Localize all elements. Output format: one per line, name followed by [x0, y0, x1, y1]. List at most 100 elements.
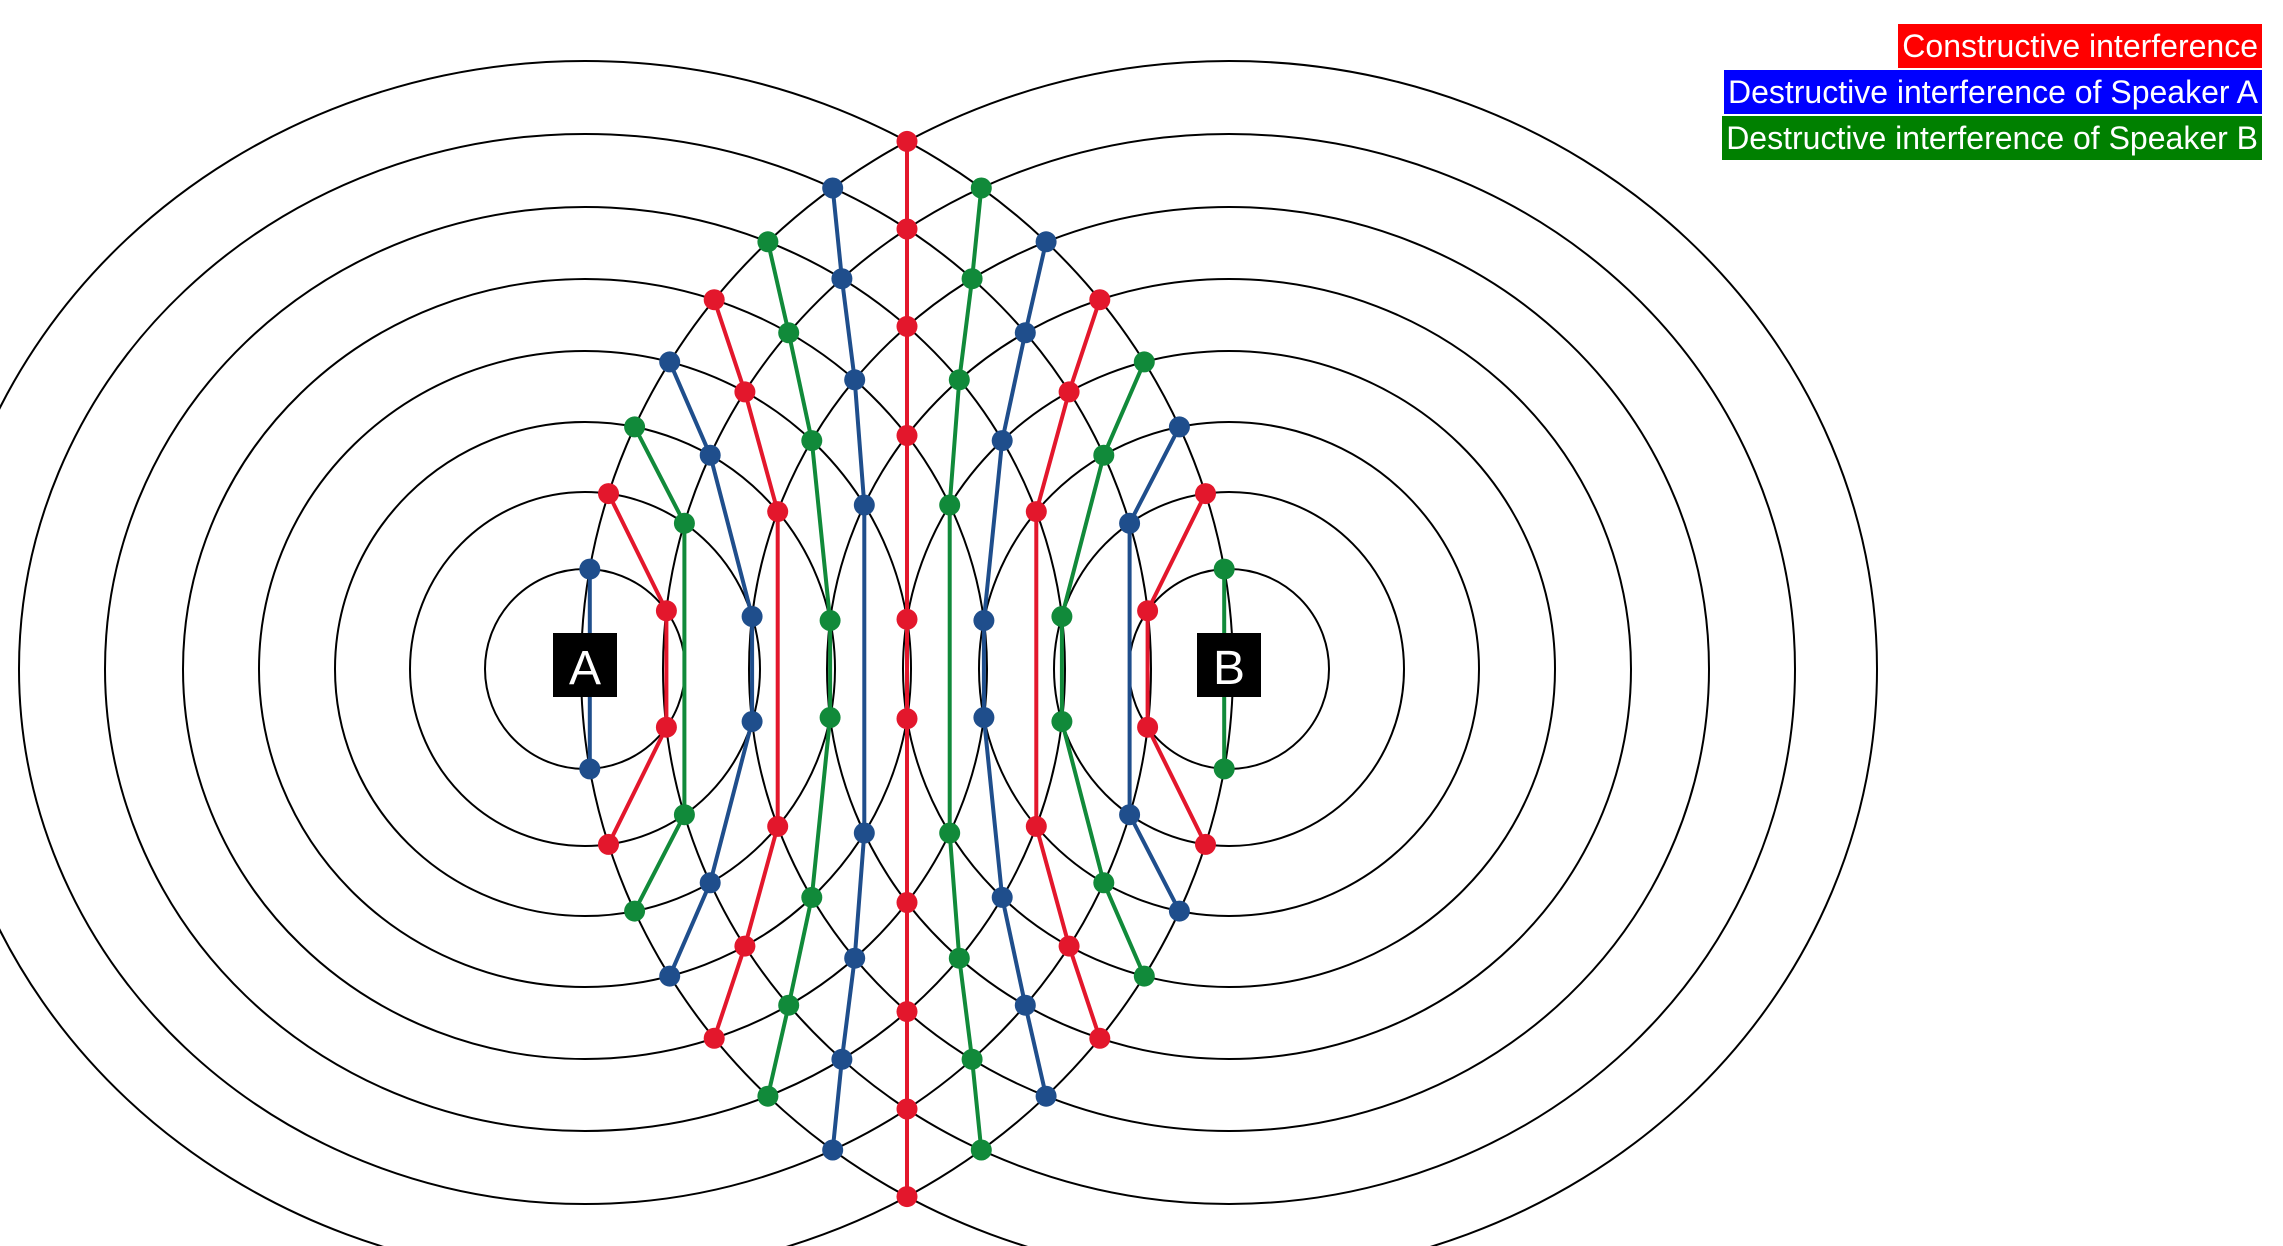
intersection-dot	[579, 758, 601, 780]
intersection-dot	[1051, 711, 1073, 732]
intersection-dot	[741, 711, 763, 732]
intersection-dot	[1168, 900, 1190, 922]
interference-lines	[587, 141, 1227, 1197]
intersection-dot	[961, 268, 983, 290]
intersection-dot	[991, 430, 1013, 452]
intersection-dot	[896, 1186, 918, 1208]
intersection-dot	[598, 833, 619, 855]
wavefront-b-3	[978, 421, 1480, 917]
intersection-dot	[624, 416, 646, 438]
interference-dots	[579, 130, 1235, 1208]
intersection-dot	[1137, 716, 1159, 738]
wavefront-b-5	[826, 278, 1632, 1060]
interference-curve-9	[830, 187, 867, 1151]
intersection-dot	[1014, 322, 1036, 344]
interference-curve-4	[1059, 361, 1147, 977]
intersection-dot	[896, 218, 918, 240]
intersection-dot	[741, 606, 763, 627]
intersection-dot	[844, 947, 866, 969]
intersection-dot	[801, 886, 823, 908]
intersection-dot	[1119, 804, 1141, 826]
intersection-dot	[801, 430, 823, 452]
legend: Constructive interference Destructive in…	[1682, 24, 2262, 162]
intersection-dot	[598, 483, 619, 505]
speaker-b-label: B	[1213, 642, 1245, 695]
intersection-dot	[673, 804, 695, 826]
intersection-dot	[822, 1139, 844, 1161]
intersection-dot	[1195, 483, 1216, 505]
interference-curve-13	[632, 425, 687, 913]
intersection-dot	[1089, 1027, 1111, 1049]
intersection-dot	[1213, 758, 1235, 780]
interference-curve-14	[606, 492, 669, 846]
intersection-dot	[659, 965, 681, 987]
intersection-dot	[734, 381, 756, 403]
interference-curve-10	[765, 241, 833, 1097]
intersection-dot	[624, 900, 646, 922]
intersection-dot	[1058, 381, 1080, 403]
intersection-dot	[1133, 965, 1155, 987]
intersection-dot	[699, 872, 721, 894]
intersection-dot	[896, 425, 918, 446]
speaker-b-box	[1197, 633, 1261, 697]
intersection-dot	[1014, 994, 1036, 1016]
intersection-dot	[1093, 444, 1115, 466]
speaker-a: A	[553, 633, 617, 697]
legend-item-destructive-a: Destructive interference of Speaker A	[1682, 70, 2262, 114]
intersection-dot	[1058, 935, 1080, 957]
interference-curve-12	[667, 361, 755, 977]
intersection-dot	[1035, 1085, 1057, 1107]
interference-curve-5	[1034, 299, 1102, 1039]
interference-curve-6	[981, 241, 1049, 1097]
intersection-dot	[673, 512, 695, 534]
intersection-dot	[853, 494, 875, 516]
intersection-dot	[778, 322, 800, 344]
interference-curve-7	[947, 187, 984, 1151]
intersection-dot	[896, 892, 918, 913]
legend-item-destructive-b: Destructive interference of Speaker B	[1682, 116, 2262, 160]
intersection-dot	[939, 494, 961, 516]
speaker-a-box	[553, 633, 617, 697]
intersection-dot	[1137, 600, 1159, 622]
intersection-dot	[1025, 815, 1047, 837]
intersection-dot	[948, 369, 970, 391]
legend-label-constructive: Constructive interference	[1898, 24, 2262, 68]
intersection-dot	[896, 315, 918, 337]
interference-curve-2	[1145, 492, 1208, 846]
intersection-dot	[1213, 558, 1235, 580]
wavefront-b-4	[902, 350, 1556, 988]
intersection-dot	[1035, 231, 1057, 253]
intersection-dot	[831, 1048, 853, 1070]
intersection-dot	[1119, 512, 1141, 534]
intersection-dot	[767, 501, 789, 523]
intersection-dot	[991, 886, 1013, 908]
wavefront-a-2	[409, 491, 761, 847]
intersection-dot	[939, 822, 961, 844]
intersection-dot	[896, 1001, 918, 1023]
legend-label-destructive-a: Destructive interference of Speaker A	[1723, 70, 2262, 114]
intersection-dot	[1093, 872, 1115, 894]
intersection-dot	[699, 444, 721, 466]
intersection-dot	[703, 289, 725, 311]
intersection-dot	[819, 610, 841, 631]
intersection-dot	[1168, 416, 1190, 438]
wavefront-a-7	[18, 133, 1152, 1205]
intersection-dot	[970, 177, 992, 199]
intersection-dot	[1051, 606, 1073, 627]
intersection-dot	[961, 1048, 983, 1070]
legend-label-destructive-b: Destructive interference of Speaker B	[1722, 116, 2262, 160]
intersection-dot	[1089, 289, 1111, 311]
intersection-dot	[1025, 501, 1047, 523]
intersection-dot	[896, 1098, 918, 1120]
intersection-dot	[970, 1139, 992, 1161]
intersection-dot	[655, 716, 677, 738]
intersection-dot	[1133, 351, 1155, 373]
intersection-dot	[896, 708, 918, 730]
intersection-dot	[734, 935, 756, 957]
wavefront-a-6	[104, 206, 1066, 1132]
intersection-dot	[819, 707, 841, 728]
intersection-dot	[896, 130, 918, 152]
intersection-dot	[778, 994, 800, 1016]
intersection-dot	[822, 177, 844, 199]
